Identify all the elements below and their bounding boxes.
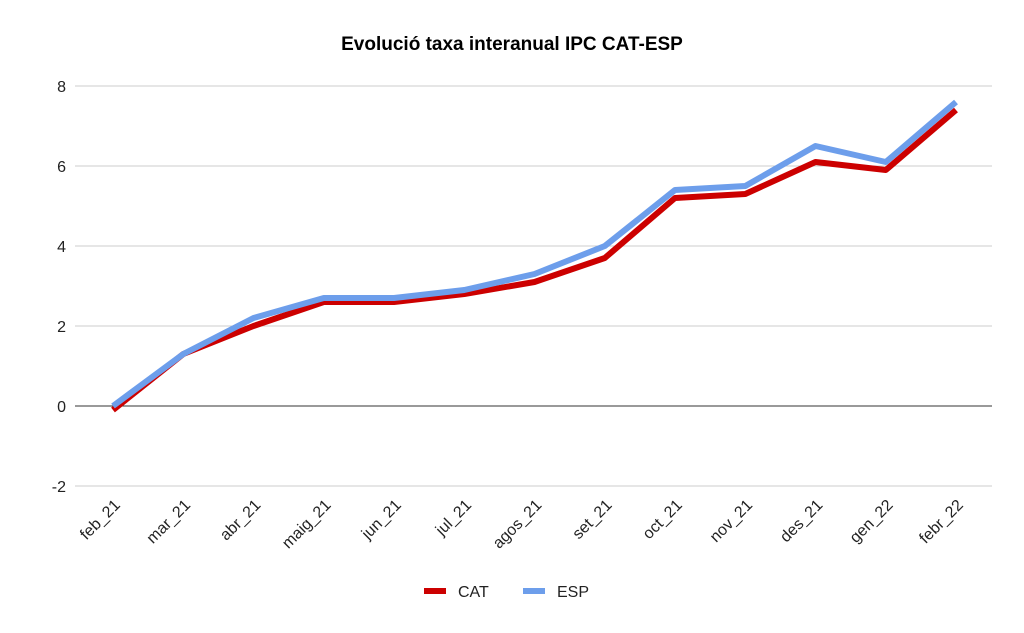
x-tick-label: feb_21 <box>77 497 124 544</box>
legend-item-esp: ESP <box>523 584 589 601</box>
legend-label: CAT <box>458 584 489 601</box>
y-axis: -2 0 2 4 6 8 <box>52 79 66 496</box>
x-tick-label: nov_21 <box>707 497 756 546</box>
x-tick-label: des_21 <box>777 497 826 546</box>
legend-label: ESP <box>557 584 589 601</box>
x-tick-label: abr_21 <box>217 497 264 544</box>
y-tick-label: 4 <box>57 239 66 256</box>
x-tick-label: mar_21 <box>144 497 194 547</box>
x-tick-label: oct_21 <box>640 497 686 543</box>
series-lines <box>111 99 958 413</box>
x-tick-label: set_21 <box>570 497 616 543</box>
x-tick-label: jun_21 <box>358 497 405 544</box>
legend-item-cat: CAT <box>424 584 489 601</box>
x-tick-label: febr_22 <box>916 497 966 547</box>
x-tick-label: maig_21 <box>279 497 334 552</box>
x-tick-label: gen_22 <box>847 497 897 547</box>
x-tick-label: jul_21 <box>432 497 475 540</box>
x-axis: feb_21 mar_21 abr_21 maig_21 jun_21 jul_21 ago… <box>77 497 967 553</box>
y-tick-label: 6 <box>57 159 66 176</box>
chart-title: Evolució taxa interanual IPC CAT-ESP <box>341 34 683 55</box>
y-tick-label: 8 <box>57 79 66 96</box>
y-tick-label: 0 <box>57 399 66 416</box>
x-tick-label: agos_21 <box>490 497 546 553</box>
y-tick-label: 2 <box>57 319 66 336</box>
legend: CAT ESP <box>424 584 589 601</box>
grid-lines <box>75 85 992 487</box>
series-line-esp <box>111 99 958 409</box>
y-tick-label: -2 <box>52 479 66 496</box>
series-line-cat <box>111 107 958 413</box>
